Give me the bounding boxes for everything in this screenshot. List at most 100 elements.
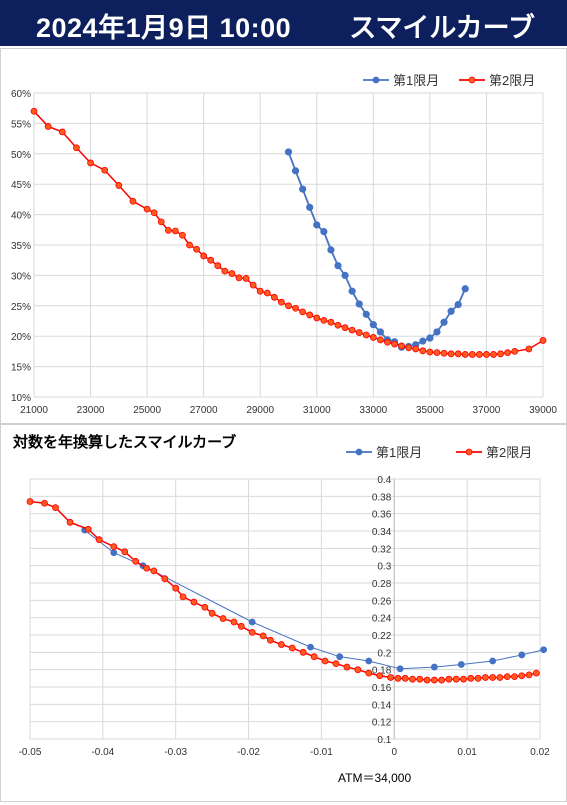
data-point-1 — [454, 300, 462, 309]
data-point-2 — [201, 603, 209, 611]
data-point-1 — [461, 285, 469, 293]
data-point-2 — [193, 245, 200, 253]
data-point-2 — [362, 331, 370, 339]
y-tick-label: 10% — [11, 393, 31, 404]
data-point-2 — [230, 618, 238, 626]
data-point-2 — [412, 345, 420, 353]
data-point-2 — [143, 205, 151, 213]
data-point-1 — [110, 549, 118, 557]
data-point-2 — [405, 344, 413, 352]
data-point-2 — [237, 622, 245, 630]
x-tick-label: -0.03 — [164, 747, 187, 758]
log-annualized-chart: 0.1 0.12 0.14 0.16 0.18 0.2 0.22 0.24 0.26 0.28 0.… — [0, 424, 567, 802]
data-point-2 — [285, 302, 292, 310]
data-point-2 — [481, 674, 489, 681]
data-point-2 — [143, 564, 150, 572]
y-tick-label: 0.12 — [372, 718, 392, 729]
data-point-1 — [306, 203, 314, 211]
data-point-2 — [129, 197, 137, 205]
x-tick-label: 31000 — [303, 405, 331, 416]
data-point-1 — [362, 310, 370, 318]
data-point-2 — [44, 123, 52, 130]
data-point-1 — [430, 663, 438, 671]
y-tick-label: 0.16 — [372, 683, 392, 694]
data-point-2 — [369, 334, 377, 341]
data-point-2 — [416, 675, 424, 683]
data-point-2 — [235, 274, 243, 282]
data-point-2 — [467, 674, 475, 682]
data-point-2 — [228, 270, 236, 277]
data-point-2 — [52, 504, 59, 511]
data-point-1 — [348, 287, 356, 295]
data-point-2 — [394, 674, 402, 682]
data-point-1 — [457, 661, 465, 668]
x-tick-label: -0.01 — [310, 747, 333, 758]
legend-marker-1 — [372, 76, 380, 84]
data-point-2 — [518, 672, 526, 680]
data-point-2 — [454, 350, 462, 358]
data-point-2 — [221, 267, 229, 275]
data-point-2 — [95, 536, 103, 544]
data-point-1 — [376, 328, 385, 336]
data-point-2 — [161, 575, 169, 583]
data-point-2 — [334, 321, 342, 329]
data-point-2 — [452, 675, 460, 683]
data-point-2 — [468, 351, 476, 358]
data-point-2 — [409, 675, 416, 683]
data-point-2 — [348, 326, 356, 334]
data-point-2 — [419, 347, 427, 355]
data-point-1 — [327, 246, 335, 254]
data-point-2 — [164, 227, 172, 234]
x-tick-label: 0.02 — [530, 747, 550, 758]
y-tick-label: 0.4 — [377, 475, 391, 486]
legend-marker-2 — [465, 448, 473, 456]
series-line-2 — [33, 110, 544, 356]
data-point-2 — [200, 252, 208, 260]
x-tick-label: 37000 — [473, 405, 501, 416]
data-point-2 — [474, 674, 482, 682]
legend-marker-1 — [355, 448, 363, 456]
data-point-2 — [263, 289, 271, 297]
data-point-1 — [334, 262, 342, 270]
x-tick-label: 35000 — [416, 405, 444, 416]
data-point-2 — [341, 324, 349, 332]
y-tick-label: 0.22 — [372, 631, 392, 642]
data-point-2 — [101, 166, 109, 174]
data-point-2 — [186, 241, 193, 249]
x-tick-label: 29000 — [246, 405, 274, 416]
data-point-2 — [310, 653, 318, 661]
data-point-2 — [84, 525, 92, 533]
y-tick-label: 60% — [11, 89, 31, 100]
data-point-1 — [396, 665, 404, 673]
data-point-1 — [284, 148, 293, 156]
data-point-2 — [73, 144, 80, 152]
data-point-2 — [157, 218, 165, 226]
y-tick-label: 0.28 — [372, 579, 392, 590]
x-tick-label: 25000 — [133, 405, 161, 416]
data-point-2 — [249, 281, 257, 289]
legend-label-1: 第1限月 — [376, 445, 422, 460]
x-tick-label: 0.01 — [457, 747, 477, 758]
data-point-2 — [115, 182, 123, 189]
data-point-2 — [365, 669, 373, 677]
data-point-2 — [532, 669, 540, 677]
data-point-1 — [299, 185, 307, 193]
data-point-2 — [132, 557, 140, 565]
data-point-2 — [259, 632, 267, 640]
data-point-2 — [121, 548, 129, 556]
data-point-2 — [58, 128, 66, 136]
data-point-2 — [41, 499, 48, 507]
y-tick-label: 30% — [11, 271, 31, 282]
data-point-2 — [376, 672, 384, 680]
data-point-2 — [525, 671, 533, 679]
data-point-2 — [445, 675, 453, 683]
data-point-2 — [391, 340, 398, 348]
y-tick-label: 15% — [11, 363, 31, 374]
chart-title: 対数を年換算したスマイルカーブ — [13, 434, 237, 451]
data-point-2 — [150, 567, 158, 575]
data-point-2 — [539, 337, 547, 344]
data-point-2 — [219, 615, 227, 622]
data-point-2 — [440, 349, 448, 357]
data-point-1 — [307, 643, 314, 651]
data-point-1 — [320, 228, 328, 236]
